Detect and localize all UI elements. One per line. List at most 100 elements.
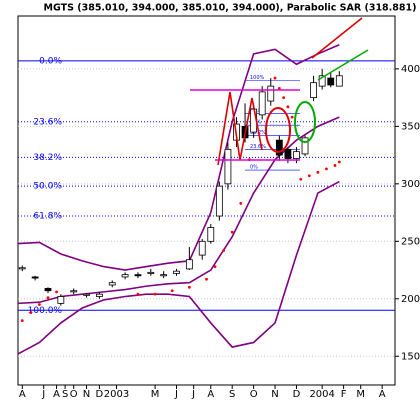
y-tick-label: 150 (401, 351, 420, 362)
x-tick-label: D (96, 389, 104, 400)
candle-body (83, 293, 90, 296)
sar-dot (333, 164, 337, 167)
y-tick-label: 400 (401, 64, 420, 75)
candle-body (57, 296, 65, 304)
sar-dot (325, 167, 328, 171)
candle-body (173, 270, 180, 274)
x-tick-label: 2003 (104, 389, 129, 400)
sar-dot (222, 249, 226, 252)
fib-label: 61.8% (33, 212, 62, 222)
sar-dot (46, 296, 50, 300)
x-tick-label: M (356, 389, 365, 400)
sar-dot (337, 160, 341, 164)
sar-dot (307, 174, 311, 178)
candle-body (335, 75, 343, 87)
sar-dot (136, 292, 140, 296)
x-tick-label: N (83, 389, 90, 400)
x-tick-label: A (379, 389, 386, 400)
sar-dot (153, 292, 157, 296)
candle-body (108, 282, 116, 286)
sar-dot (277, 87, 281, 90)
candle-body (293, 151, 300, 159)
candle-body (301, 137, 309, 155)
sar-dot (290, 115, 294, 119)
candle-body (224, 148, 232, 185)
candle-body (327, 77, 335, 86)
sar-dot (273, 76, 277, 80)
sar-dot (170, 289, 174, 293)
highlight-ellipse (265, 107, 291, 153)
x-tick-label: O (250, 389, 258, 400)
sar-dot (55, 290, 58, 294)
sar-dot (205, 277, 208, 281)
sar-dot (230, 230, 234, 234)
sar-dot (38, 303, 41, 306)
inner-fib-label: 0% (250, 165, 258, 171)
fib-label: 38.2% (33, 153, 62, 163)
candle-body (31, 276, 39, 279)
x-tick-label: O (70, 389, 78, 400)
y-tick-label: 250 (401, 236, 420, 247)
annotations (190, 17, 369, 166)
chart-title: MGTS (385.010, 394.000, 385.010, 394.000… (44, 3, 417, 14)
sar-dot (29, 311, 33, 314)
candle-body (318, 75, 326, 87)
plot-frame (17, 15, 396, 386)
sar-dot (299, 177, 303, 181)
candle-body (275, 139, 283, 156)
x-tick-label: A (53, 389, 60, 400)
candle-body (147, 271, 155, 274)
x-tick-label: J (191, 389, 195, 400)
candle-body (198, 240, 206, 256)
fib-label: 23.6% (33, 117, 62, 127)
inner-fib-label: 23.6% (250, 144, 266, 150)
fib-label: 0.0% (39, 56, 62, 66)
x-tick-label: N (271, 389, 278, 400)
candle-body (215, 185, 223, 217)
sar-dot (213, 265, 217, 268)
fib-label: 100.0% (28, 306, 63, 316)
fib-label: 50.0% (33, 182, 62, 192)
x-tick-label: A (19, 389, 26, 400)
x-tick-label: D (293, 389, 301, 400)
candle-body (207, 227, 215, 242)
trend-line (317, 49, 369, 81)
candle-body (44, 288, 52, 292)
sar-dot (286, 105, 290, 109)
x-tick-label: F (341, 389, 347, 400)
highlight-ellipse (294, 101, 316, 143)
candle-body (267, 85, 275, 102)
candle-body (134, 274, 142, 277)
y-tick-label: 200 (401, 294, 420, 305)
y-tick-label: 350 (401, 121, 420, 132)
candle-body (70, 290, 78, 293)
x-tick-label: A (207, 389, 214, 400)
sar-dot (187, 285, 191, 289)
sar-dot (316, 170, 320, 174)
candle-body (160, 274, 168, 277)
x-tick-label: J (174, 389, 178, 400)
inner-fib-label: 61.8% (250, 108, 266, 114)
x-tick-label: J (41, 389, 45, 400)
sar-dot (239, 201, 243, 205)
trend-line (311, 17, 363, 59)
x-tick-label: 2004 (309, 389, 334, 400)
candle-body (185, 259, 193, 270)
x-tick-label: S (62, 389, 68, 400)
y-tick-label: 300 (401, 179, 420, 190)
inner-fib-label: 100% (250, 75, 265, 81)
band-line (17, 44, 340, 271)
candle-body (258, 91, 266, 116)
candle-body (121, 274, 129, 278)
sar-dot (20, 319, 24, 323)
x-tick-label: S (229, 389, 235, 400)
candle-body (284, 148, 292, 159)
candle-body (310, 82, 318, 99)
x-tick-label: M (151, 389, 160, 400)
candle-body (18, 267, 26, 270)
sar-dot (282, 96, 286, 100)
